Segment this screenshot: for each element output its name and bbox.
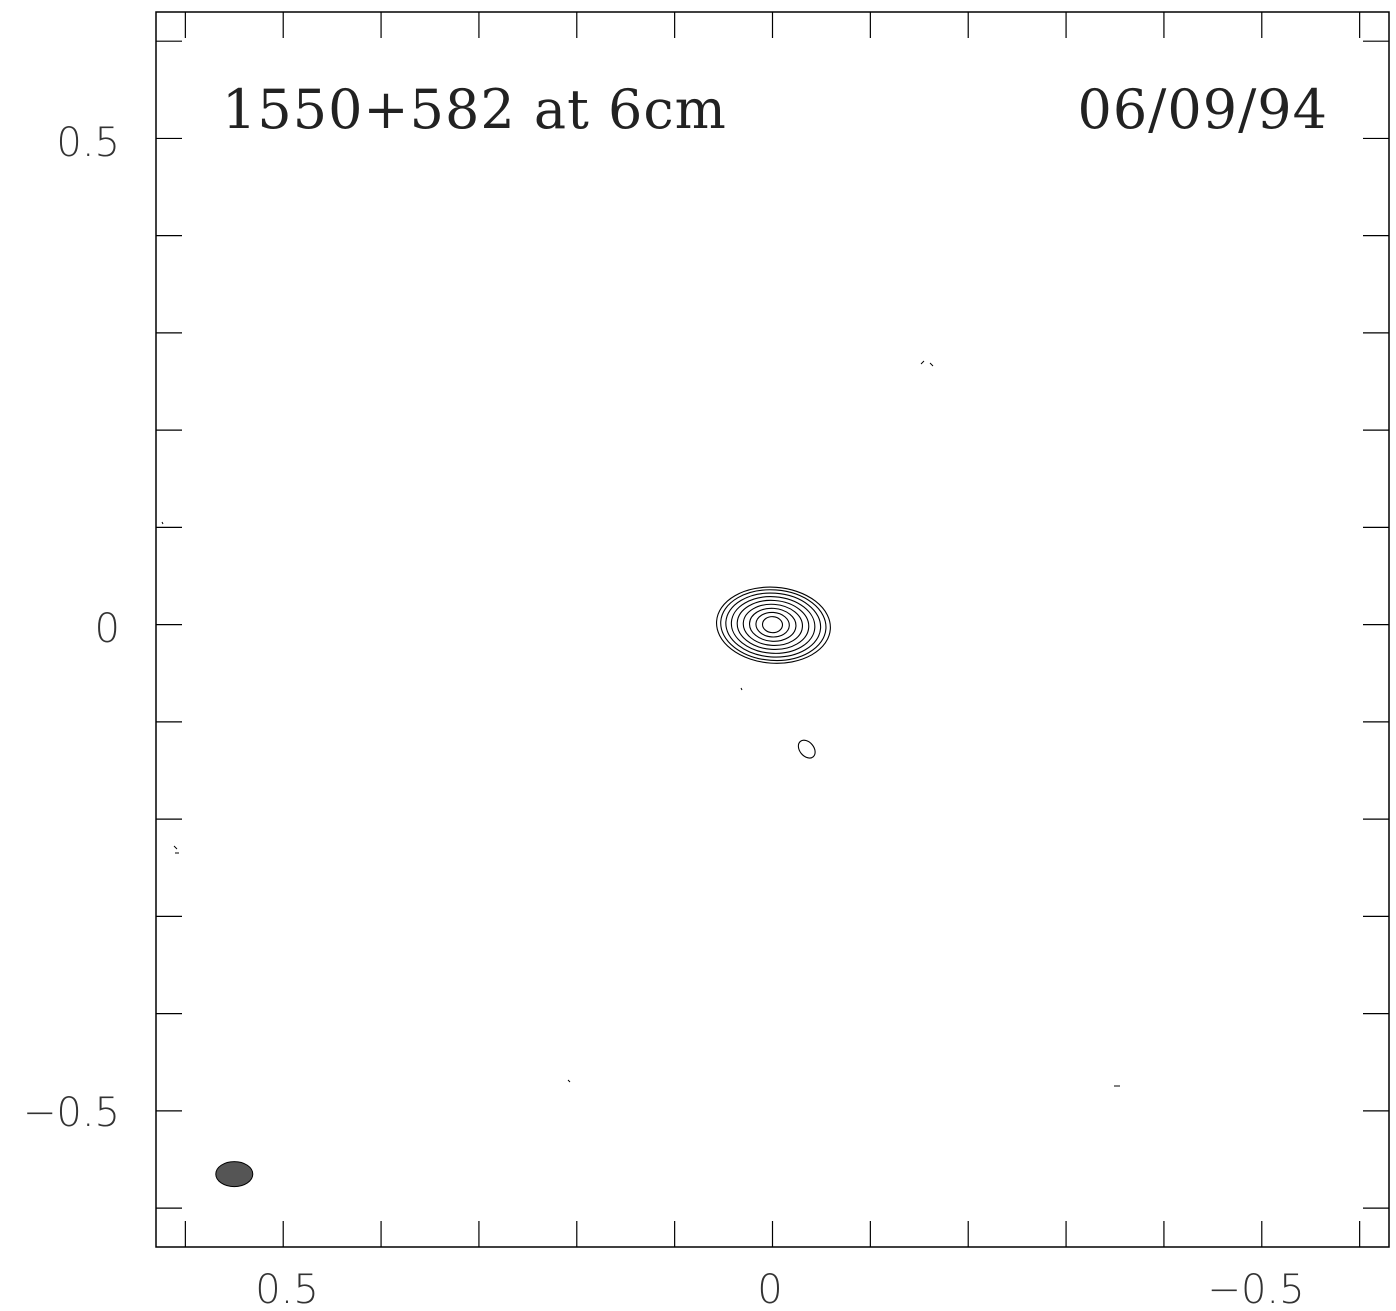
plot-frame [155, 11, 1390, 1248]
chart-title: 1550+582 at 6cm [222, 78, 727, 141]
y-tick-labels: 0.5 0 −0.5 [23, 120, 120, 1136]
contour-line [730, 596, 816, 654]
contour-line [742, 603, 803, 646]
chart-date: 06/09/94 [1077, 78, 1328, 141]
contour-line [736, 599, 810, 651]
x-tick-labels: 0.5 0 −0.5 [255, 1267, 1304, 1311]
noise-contour [740, 687, 743, 691]
noise-contour [920, 360, 925, 365]
contour-lines [161, 360, 1120, 1188]
noise-contour [929, 362, 934, 367]
y-tick-label: −0.5 [23, 1090, 120, 1136]
secondary-contour [797, 739, 816, 759]
contour-line [761, 616, 784, 634]
x-tick-label: 0.5 [255, 1267, 319, 1311]
x-tick-label: −0.5 [1207, 1267, 1304, 1311]
noise-contour [173, 845, 178, 850]
noise-contour [567, 1079, 571, 1083]
contour-line [755, 611, 790, 638]
beam-ellipse [215, 1161, 254, 1188]
noise-contour [161, 521, 164, 525]
contour-line [715, 586, 831, 664]
x-tick-label: 0 [757, 1267, 782, 1311]
y-tick-label: 0.5 [56, 120, 120, 166]
contour-line [720, 589, 827, 662]
axis-ticks [156, 12, 1389, 1247]
y-tick-label: 0 [95, 606, 120, 652]
contour-line [748, 607, 797, 642]
contour-line [725, 592, 822, 658]
